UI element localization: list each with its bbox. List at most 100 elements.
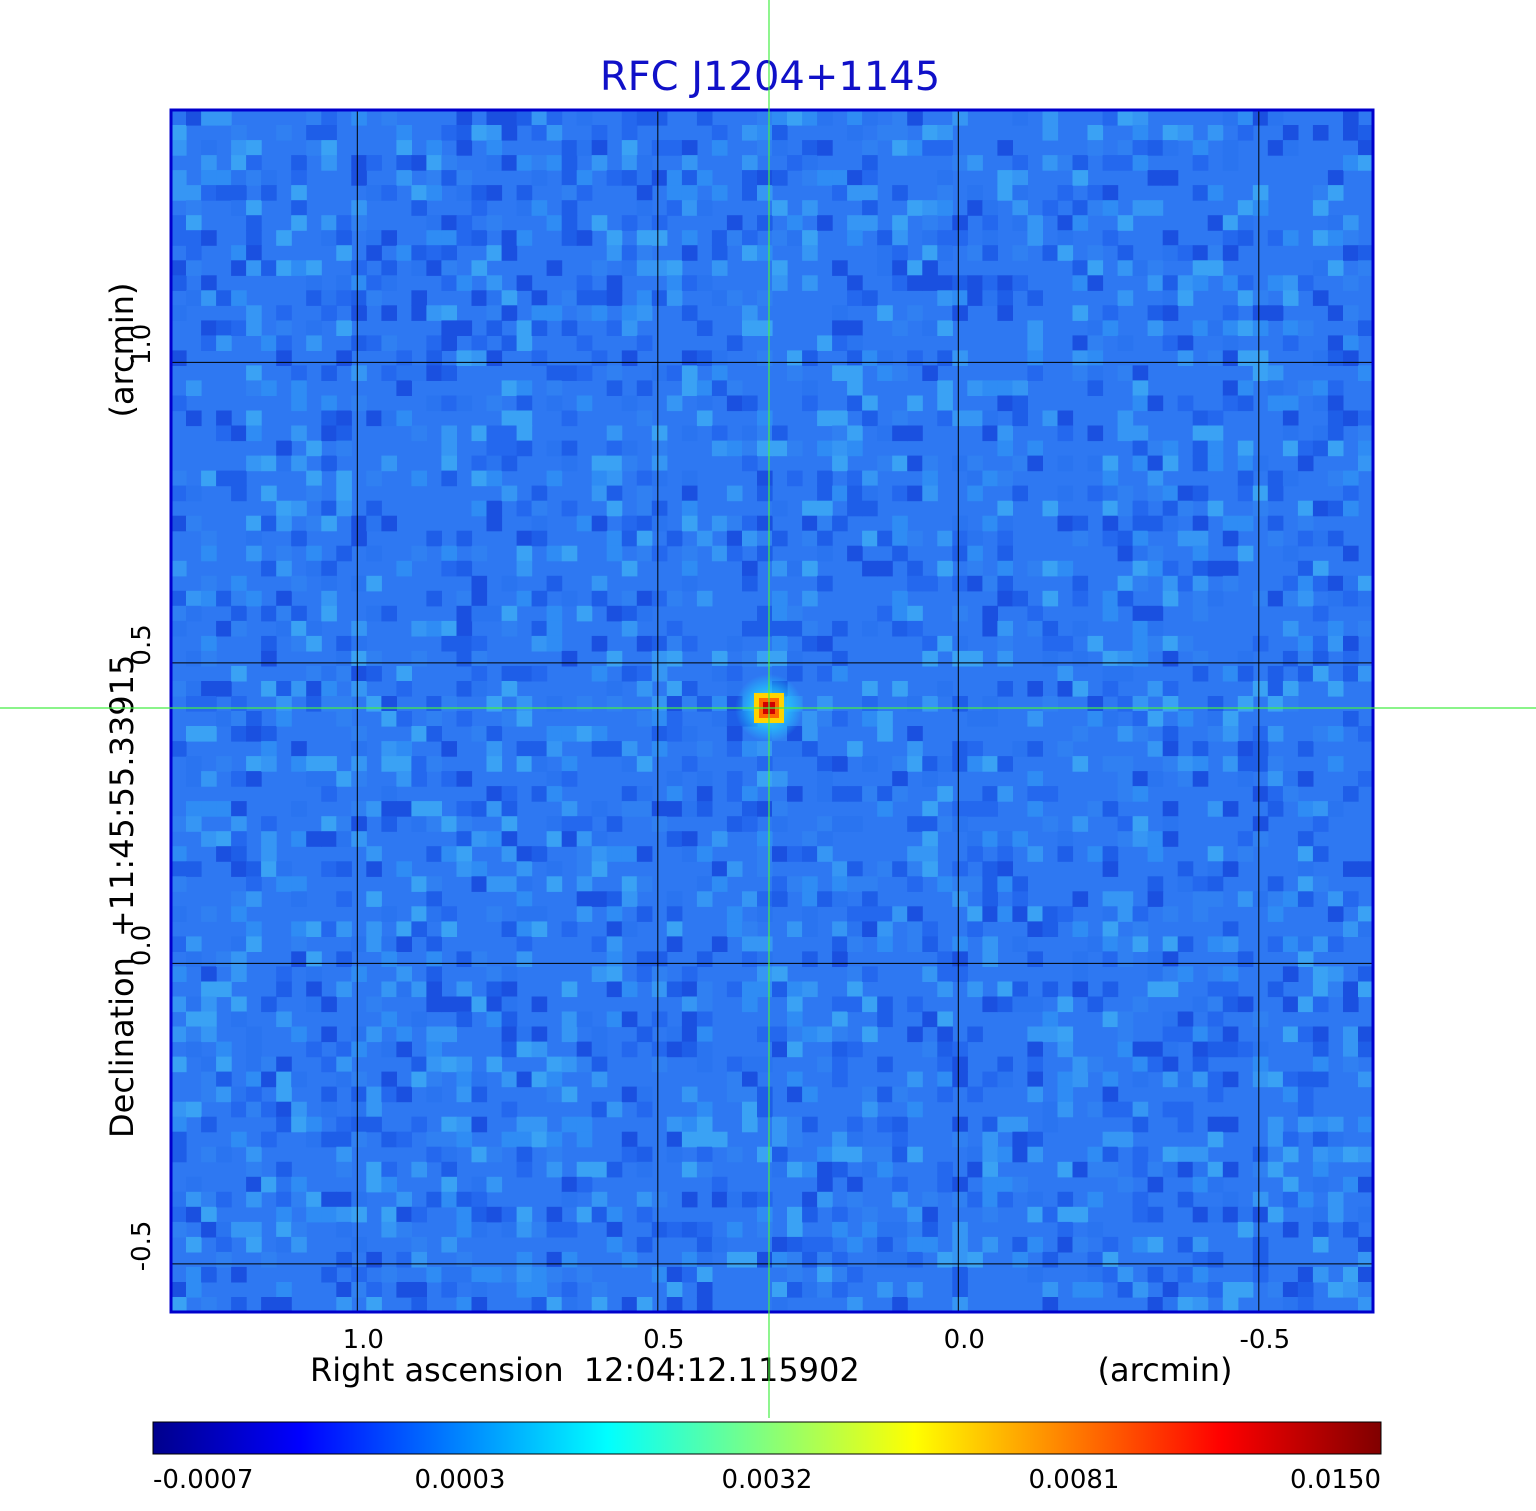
heatmap-cell	[1358, 440, 1373, 457]
heatmap-cell	[967, 455, 983, 472]
heatmap-cell	[726, 665, 743, 682]
heatmap-cell	[396, 966, 412, 982]
heatmap-cell	[892, 110, 908, 126]
heatmap-cell	[967, 530, 983, 547]
heatmap-cell	[231, 485, 247, 502]
heatmap-cell	[426, 260, 442, 276]
heatmap-cell	[486, 1056, 503, 1073]
heatmap-cell	[1192, 275, 1209, 291]
heatmap-cell	[1042, 1116, 1059, 1133]
heatmap-cell	[576, 1161, 593, 1178]
heatmap-cell	[817, 711, 833, 727]
heatmap-cell	[306, 1116, 322, 1133]
heatmap-cell	[802, 981, 818, 998]
heatmap-cell	[997, 515, 1013, 532]
heatmap-cell	[1102, 1236, 1119, 1253]
heatmap-cell	[1237, 290, 1254, 306]
heatmap-cell	[787, 1236, 803, 1253]
heatmap-cell	[1027, 320, 1043, 336]
heatmap-cell	[832, 185, 848, 201]
heatmap-cell	[952, 1116, 968, 1133]
heatmap-cell	[1327, 756, 1344, 772]
heatmap-cell	[1312, 185, 1329, 201]
heatmap-cell	[757, 981, 773, 998]
heatmap-cell	[1267, 1146, 1284, 1163]
heatmap-cell	[486, 696, 503, 712]
heatmap-cell	[1027, 215, 1043, 231]
heatmap-cell	[441, 1266, 457, 1283]
heatmap-cell	[907, 260, 923, 276]
heatmap-cell	[366, 290, 382, 306]
heatmap-cell	[171, 170, 187, 186]
heatmap-cell	[651, 470, 668, 487]
heatmap-cell	[456, 1251, 473, 1268]
heatmap-cell	[982, 756, 998, 772]
heatmap-cell	[952, 816, 968, 832]
heatmap-cell	[787, 1161, 803, 1178]
heatmap-cell	[892, 215, 908, 231]
heatmap-cell	[246, 260, 262, 276]
heatmap-cell	[1343, 470, 1359, 487]
heatmap-cell	[1237, 215, 1254, 231]
heatmap-cell	[787, 1206, 803, 1223]
heatmap-cell	[907, 1026, 923, 1043]
heatmap-cell	[456, 590, 473, 607]
heatmap-cell	[321, 996, 337, 1013]
heatmap-cell	[1312, 1116, 1329, 1133]
heatmap-cell	[291, 380, 307, 396]
heatmap-cell	[426, 350, 442, 366]
heatmap-cell	[276, 1116, 292, 1133]
heatmap-cell	[1207, 966, 1224, 982]
heatmap-cell	[1057, 1086, 1074, 1103]
heatmap-cell	[742, 575, 758, 592]
heatmap-cell	[606, 485, 623, 502]
heatmap-cell	[411, 921, 427, 937]
heatmap-cell	[306, 996, 322, 1013]
heatmap-cell	[471, 200, 488, 216]
heatmap-cell	[1327, 1206, 1344, 1223]
heatmap-cell	[937, 1176, 953, 1193]
heatmap-cell	[1177, 1161, 1194, 1178]
heatmap-cell	[576, 110, 593, 126]
heatmap-cell	[1177, 125, 1194, 141]
heatmap-cell	[276, 1221, 292, 1238]
heatmap-cell	[666, 1266, 683, 1283]
heatmap-cell	[561, 1251, 578, 1268]
heatmap-cell	[456, 395, 473, 412]
heatmap-cell	[576, 861, 593, 877]
heatmap-cell	[1237, 380, 1254, 396]
heatmap-cell	[501, 1266, 518, 1283]
heatmap-cell	[1207, 891, 1224, 907]
heatmap-cell	[1207, 1116, 1224, 1133]
heatmap-cell	[276, 260, 292, 276]
heatmap-cell	[1177, 1011, 1194, 1028]
heatmap-cell	[351, 650, 367, 667]
heatmap-cell	[516, 1206, 533, 1223]
heatmap-cell	[411, 1297, 427, 1312]
heatmap-cell	[1057, 1191, 1074, 1208]
heatmap-cell	[937, 1056, 953, 1073]
heatmap-cell	[396, 560, 412, 577]
heatmap-cell	[742, 230, 758, 246]
heatmap-cell	[651, 801, 668, 817]
heatmap-cell	[982, 951, 998, 967]
heatmap-cell	[1222, 1282, 1239, 1298]
heatmap-cell	[1132, 816, 1149, 832]
heatmap-cell	[261, 1056, 277, 1073]
heatmap-cell	[471, 1176, 488, 1193]
heatmap-cell	[396, 380, 412, 396]
heatmap-cell	[982, 711, 998, 727]
heatmap-cell	[591, 155, 608, 171]
heatmap-cell	[651, 711, 668, 727]
heatmap-cell	[1207, 846, 1224, 862]
heatmap-cell	[832, 876, 848, 892]
heatmap-cell	[246, 1146, 262, 1163]
heatmap-cell	[231, 320, 247, 336]
heatmap-cell	[1177, 1026, 1194, 1043]
heatmap-cell	[817, 696, 833, 712]
heatmap-cell	[1343, 1282, 1359, 1298]
heatmap-cell	[922, 260, 938, 276]
heatmap-cell	[1027, 1026, 1043, 1043]
heatmap-cell	[606, 936, 623, 952]
heatmap-cell	[952, 1176, 968, 1193]
